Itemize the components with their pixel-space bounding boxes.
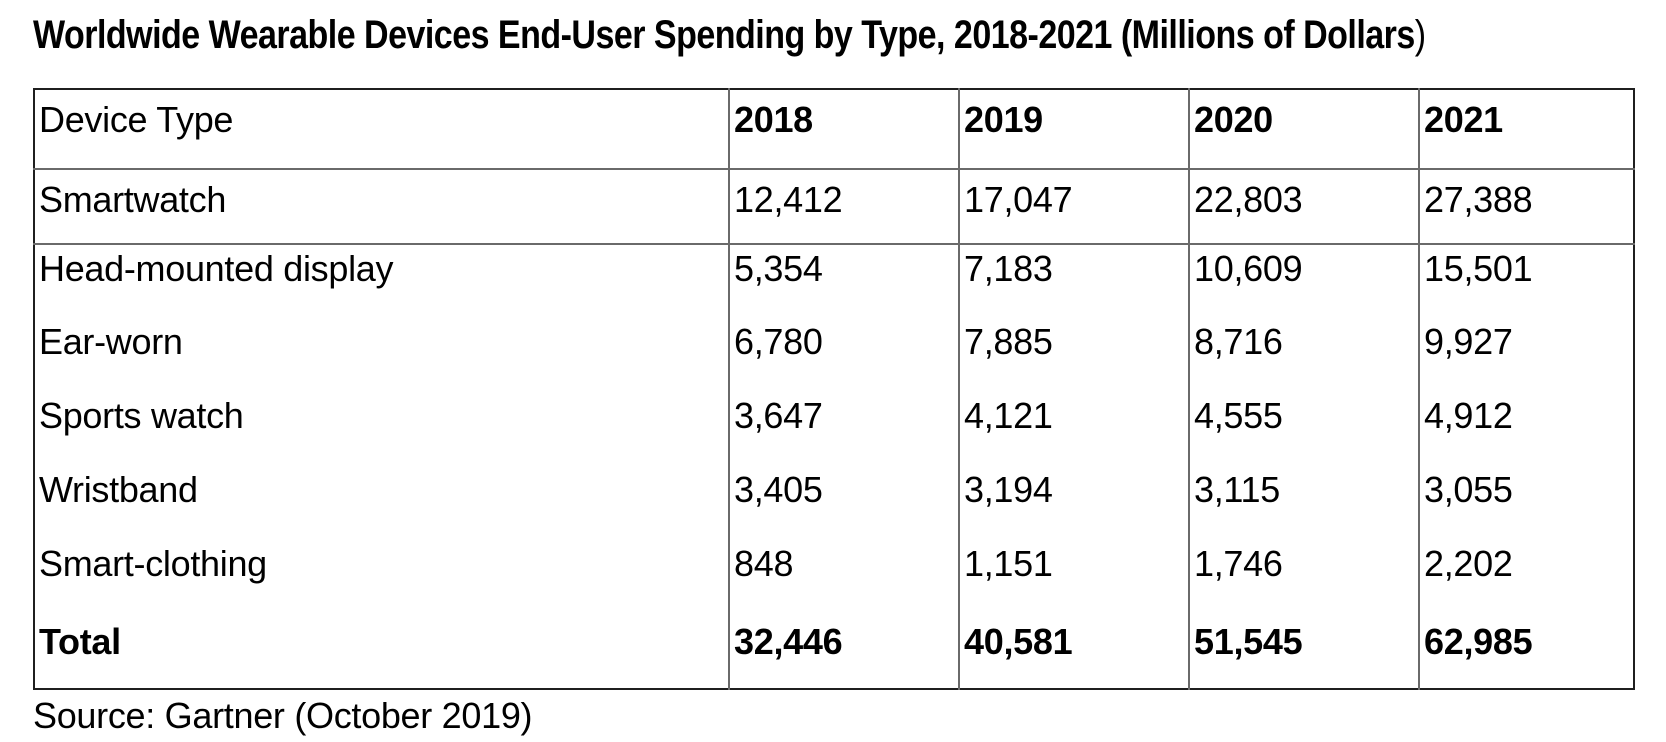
column-header-2020: 2020	[1188, 89, 1419, 170]
cell-smart-clothing-2021: 2,202	[1418, 540, 1634, 614]
cell-wristband-2018: 3,405	[728, 466, 959, 540]
spending-table: Device Type 2018 2019 2020 2021 Smartwat…	[33, 88, 1635, 690]
table-row-sports-watch: Sports watch 3,647 4,121 4,555 4,912	[34, 392, 1634, 466]
cell-sports-watch-2019: 4,121	[958, 392, 1189, 466]
table-header-row: Device Type 2018 2019 2020 2021	[34, 89, 1634, 170]
cell-ear-worn-2020: 8,716	[1188, 318, 1419, 392]
source-caption: Source: Gartner (October 2019)	[33, 695, 533, 736]
column-header-2018: 2018	[728, 89, 959, 170]
cell-smartwatch-2019: 17,047	[958, 169, 1189, 245]
table-row-smartwatch: Smartwatch 12,412 17,047 22,803 27,388	[34, 169, 1634, 245]
table-row-smart-clothing: Smart-clothing 848 1,151 1,746 2,202	[34, 540, 1634, 614]
row-label-smart-clothing: Smart-clothing	[39, 543, 267, 584]
row-label-ear-worn: Ear-worn	[39, 321, 183, 362]
table-row-ear-worn: Ear-worn 6,780 7,885 8,716 9,927	[34, 318, 1634, 392]
page-title-text: Worldwide Wearable Devices End-User Spen…	[33, 13, 1415, 57]
cell-total-2018: 32,446	[728, 614, 959, 689]
page-title-closing-paren: )	[1414, 13, 1426, 57]
page-title: Worldwide Wearable Devices End-User Spen…	[33, 10, 1426, 60]
cell-hmd-2021: 15,501	[1418, 244, 1634, 318]
cell-smart-clothing-2019: 1,151	[958, 540, 1189, 614]
cell-smart-clothing-2020: 1,746	[1188, 540, 1419, 614]
table-row-head-mounted-display: Head-mounted display 5,354 7,183 10,609 …	[34, 244, 1634, 318]
row-label-sports-watch: Sports watch	[39, 395, 244, 436]
column-header-device-type: Device Type	[34, 89, 729, 170]
cell-total-2020: 51,545	[1188, 614, 1419, 689]
cell-sports-watch-2020: 4,555	[1188, 392, 1419, 466]
cell-smart-clothing-2018: 848	[728, 540, 959, 614]
cell-ear-worn-2018: 6,780	[728, 318, 959, 392]
column-header-2021: 2021	[1418, 89, 1634, 170]
cell-hmd-2020: 10,609	[1188, 244, 1419, 318]
cell-hmd-2019: 7,183	[958, 244, 1189, 318]
table-row-total: Total 32,446 40,581 51,545 62,985	[34, 614, 1634, 689]
cell-wristband-2019: 3,194	[958, 466, 1189, 540]
cell-sports-watch-2021: 4,912	[1418, 392, 1634, 466]
cell-sports-watch-2018: 3,647	[728, 392, 959, 466]
row-label-head-mounted-display: Head-mounted display	[39, 248, 394, 289]
cell-wristband-2021: 3,055	[1418, 466, 1634, 540]
row-label-wristband: Wristband	[39, 469, 198, 510]
cell-ear-worn-2019: 7,885	[958, 318, 1189, 392]
table-row-wristband: Wristband 3,405 3,194 3,115 3,055	[34, 466, 1634, 540]
column-header-2019: 2019	[958, 89, 1189, 170]
cell-hmd-2018: 5,354	[728, 244, 959, 318]
cell-total-2019: 40,581	[958, 614, 1189, 689]
cell-smartwatch-2020: 22,803	[1188, 169, 1419, 245]
row-label-smartwatch: Smartwatch	[34, 169, 729, 245]
cell-wristband-2020: 3,115	[1188, 466, 1419, 540]
cell-ear-worn-2021: 9,927	[1418, 318, 1634, 392]
cell-total-2021: 62,985	[1418, 614, 1634, 689]
row-label-total: Total	[39, 621, 121, 662]
cell-smartwatch-2018: 12,412	[728, 169, 959, 245]
cell-smartwatch-2021: 27,388	[1418, 169, 1634, 245]
